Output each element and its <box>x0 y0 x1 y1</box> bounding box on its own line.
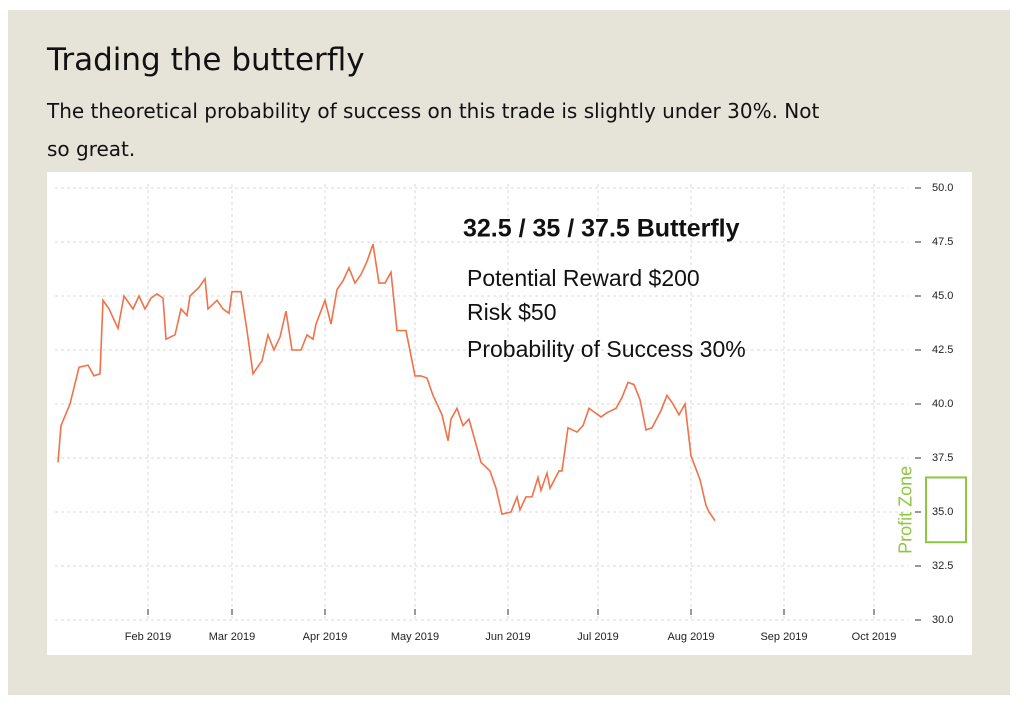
x-tick-label: Sep 2019 <box>760 631 807 643</box>
y-tick-label: 35.0 <box>932 506 953 518</box>
x-tick-label: Aug 2019 <box>667 631 714 643</box>
x-tick-label: Jun 2019 <box>485 631 530 643</box>
x-tick-label: Oct 2019 <box>852 631 897 643</box>
profit-zone <box>925 476 967 544</box>
subtitle: The theoretical probability of success o… <box>47 99 820 161</box>
x-tick-label: Feb 2019 <box>125 631 171 643</box>
annotation: Probability of Success 30% <box>467 336 746 362</box>
title: Trading the butterfly <box>47 42 365 78</box>
annotation: Potential Reward $200 <box>467 265 700 291</box>
annotation: Risk $50 <box>467 299 556 325</box>
y-tick-label: 32.5 <box>932 560 953 572</box>
price-line <box>57 243 716 522</box>
y-tick-label: 50.0 <box>932 182 953 194</box>
annotation: 32.5 / 35 / 37.5 Butterfly <box>463 215 740 243</box>
chart-area <box>47 172 972 655</box>
y-tick-label: 37.5 <box>932 452 953 464</box>
y-tick-label: 45.0 <box>932 290 953 302</box>
y-tick-label: 30.0 <box>932 614 953 626</box>
y-tick-label: 42.5 <box>932 344 953 356</box>
x-tick-label: Jul 2019 <box>577 631 619 643</box>
x-tick-label: Apr 2019 <box>303 631 348 643</box>
x-tick-label: May 2019 <box>391 631 439 643</box>
y-tick-label: 40.0 <box>932 398 953 410</box>
profit-zone-label: Profit Zone <box>896 466 916 554</box>
y-tick-label: 47.5 <box>932 236 953 248</box>
x-tick-label: Mar 2019 <box>209 631 255 643</box>
